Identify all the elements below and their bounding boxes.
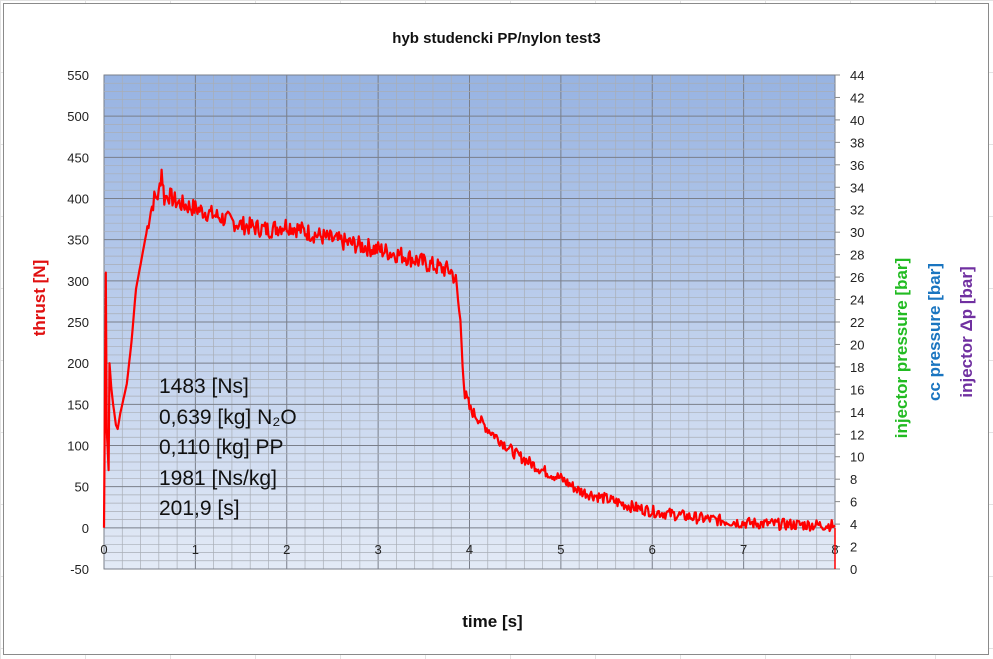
svg-text:200: 200 [67,356,89,371]
svg-text:250: 250 [67,315,89,330]
svg-text:300: 300 [67,274,89,289]
svg-text:0: 0 [100,542,107,557]
results-annotation: 1483 [Ns] 0,639 [kg] N₂O 0,110 [kg] PP 1… [159,372,297,525]
svg-text:30: 30 [850,225,864,240]
svg-text:28: 28 [850,248,864,263]
svg-text:500: 500 [67,109,89,124]
gridlines [103,74,836,570]
svg-text:18: 18 [850,360,864,375]
fuel-mass-text: 0,110 [kg] PP [159,436,284,459]
y2-axis-label-injector-pressure: injector pressure [bar] [892,257,911,439]
svg-text:400: 400 [67,192,89,207]
svg-text:40: 40 [850,113,864,128]
svg-text:42: 42 [850,90,864,105]
svg-text:2: 2 [850,540,857,555]
svg-text:8: 8 [850,472,857,487]
svg-text:12: 12 [850,427,864,442]
svg-text:6: 6 [850,495,857,510]
svg-text:4: 4 [466,542,473,557]
y-axis-label: thrust [N] [30,259,49,337]
svg-text:150: 150 [67,397,89,412]
svg-text:50: 50 [75,480,89,495]
svg-text:36: 36 [850,158,864,173]
svg-text:3: 3 [375,542,382,557]
svg-text:100: 100 [67,439,89,454]
y2-axis-label-cc-pressure: cc pressure [bar] [925,263,944,401]
svg-text:0: 0 [82,521,89,536]
svg-text:24: 24 [850,293,864,308]
svg-text:1: 1 [192,542,199,557]
svg-text:38: 38 [850,135,864,150]
svg-text:450: 450 [67,150,89,165]
thrust-series-line [102,168,836,533]
svg-text:10: 10 [850,450,864,465]
svg-text:22: 22 [850,315,864,330]
specific-impulse-s-text: 201,9 [s] [159,497,240,520]
svg-text:4: 4 [850,517,857,532]
chart-title: hyb studencki PP/nylon test3 [392,30,601,47]
svg-text:5: 5 [557,542,564,557]
x-axis-label: time [s] [462,612,523,631]
svg-text:34: 34 [850,180,864,195]
y2-axis-ticks: 4442403836343230282624222018161412108642… [835,68,864,577]
svg-text:6: 6 [649,542,656,557]
oxidizer-mass-text: 0,639 [kg] N₂O [159,405,297,429]
svg-text:20: 20 [850,337,864,352]
svg-text:16: 16 [850,382,864,397]
svg-text:32: 32 [850,203,864,218]
y2-axis-label-injector-dp: injector Δp [bar] [957,266,976,398]
svg-text:350: 350 [67,233,89,248]
svg-text:26: 26 [850,270,864,285]
svg-text:2: 2 [283,542,290,557]
svg-text:7: 7 [740,542,747,557]
svg-text:-50: -50 [70,562,89,577]
svg-text:0: 0 [850,562,857,577]
svg-text:550: 550 [67,68,89,83]
specific-impulse-ns-text: 1981 [Ns/kg] [159,466,277,490]
svg-text:14: 14 [850,405,864,420]
total-impulse-text: 1483 [Ns] [159,375,249,398]
svg-text:44: 44 [850,68,864,83]
